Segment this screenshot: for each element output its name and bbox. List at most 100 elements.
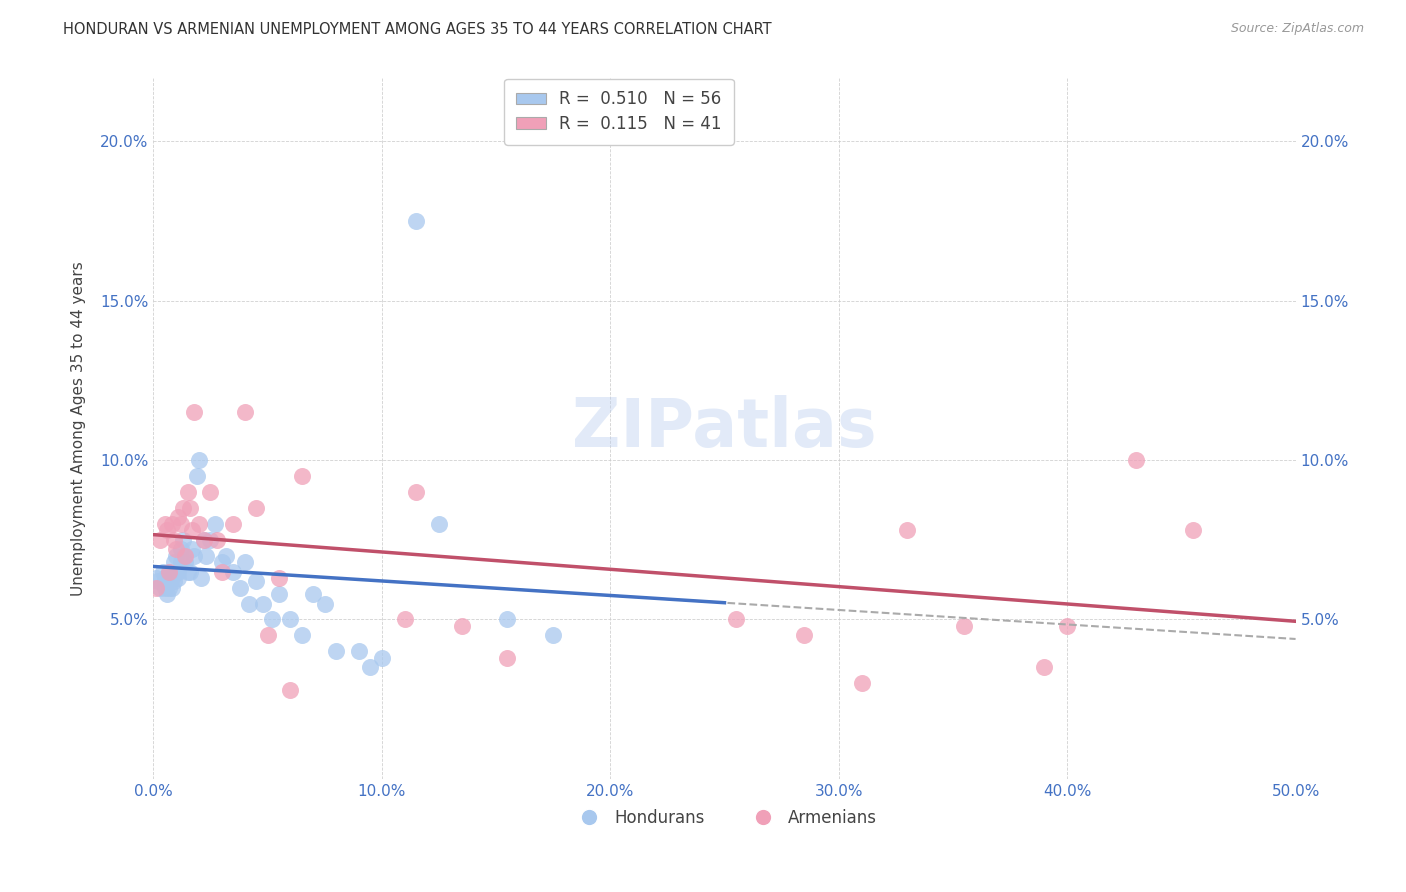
Legend: Hondurans, Armenians: Hondurans, Armenians [565, 803, 883, 834]
Point [172, 533, 194, 547]
Point [156, 574, 179, 589]
Point [153, 571, 176, 585]
Point [170, 516, 193, 531]
Point [188, 516, 211, 531]
Point [176, 565, 198, 579]
Point [157, 565, 180, 579]
Point [172, 500, 194, 515]
Point [1181, 523, 1204, 537]
Point [229, 581, 252, 595]
Point [186, 469, 208, 483]
Point [153, 516, 176, 531]
Point [157, 565, 180, 579]
Point [427, 516, 450, 531]
Point [496, 612, 519, 626]
Point [245, 500, 267, 515]
Point [211, 555, 233, 569]
Point [146, 574, 169, 589]
Point [207, 533, 229, 547]
Y-axis label: Unemployment Among Ages 35 to 44 years: Unemployment Among Ages 35 to 44 years [72, 260, 86, 596]
Point [145, 571, 167, 585]
Point [405, 214, 427, 228]
Point [163, 555, 186, 569]
Point [157, 581, 180, 595]
Point [160, 581, 183, 595]
Point [174, 555, 197, 569]
Point [194, 549, 217, 563]
Point [302, 587, 325, 601]
Point [200, 485, 222, 500]
Point [896, 523, 918, 537]
Point [179, 565, 201, 579]
Point [204, 516, 226, 531]
Point [953, 619, 976, 633]
Point [167, 565, 190, 579]
Point [163, 574, 186, 589]
Point [394, 612, 416, 626]
Point [267, 587, 290, 601]
Point [170, 555, 193, 569]
Point [1056, 619, 1078, 633]
Point [179, 500, 201, 515]
Point [145, 581, 167, 595]
Point [165, 549, 187, 563]
Point [149, 581, 172, 595]
Point [152, 565, 174, 579]
Point [238, 597, 260, 611]
Point [314, 597, 336, 611]
Point [170, 542, 193, 557]
Point [450, 619, 472, 633]
Point [256, 628, 278, 642]
Point [325, 644, 347, 658]
Point [160, 516, 183, 531]
Point [160, 571, 183, 585]
Point [245, 574, 267, 589]
Text: HONDURAN VS ARMENIAN UNEMPLOYMENT AMONG AGES 35 TO 44 YEARS CORRELATION CHART: HONDURAN VS ARMENIAN UNEMPLOYMENT AMONG … [63, 22, 772, 37]
Point [252, 597, 274, 611]
Point [172, 549, 194, 563]
Text: Source: ZipAtlas.com: Source: ZipAtlas.com [1230, 22, 1364, 36]
Point [193, 533, 215, 547]
Point [496, 650, 519, 665]
Point [267, 571, 290, 585]
Point [233, 555, 256, 569]
Point [193, 533, 215, 547]
Point [215, 549, 238, 563]
Point [200, 533, 222, 547]
Point [793, 628, 815, 642]
Point [183, 549, 205, 563]
Point [222, 516, 245, 531]
Point [181, 542, 204, 557]
Point [176, 485, 198, 500]
Point [211, 565, 233, 579]
Point [359, 660, 381, 674]
Point [181, 523, 204, 537]
Point [156, 587, 179, 601]
Point [165, 565, 187, 579]
Point [156, 523, 179, 537]
Point [1033, 660, 1056, 674]
Point [724, 612, 747, 626]
Point [405, 485, 427, 500]
Point [190, 571, 212, 585]
Point [174, 549, 197, 563]
Point [291, 469, 314, 483]
Point [153, 581, 176, 595]
Point [371, 650, 394, 665]
Point [167, 510, 190, 524]
Point [262, 612, 284, 626]
Point [165, 542, 187, 557]
Point [541, 628, 564, 642]
Point [233, 405, 256, 419]
Point [149, 533, 172, 547]
Point [1125, 453, 1147, 467]
Text: ZIPatlas: ZIPatlas [572, 395, 877, 461]
Point [851, 676, 873, 690]
Point [183, 405, 205, 419]
Point [280, 612, 302, 626]
Point [163, 533, 186, 547]
Point [291, 628, 314, 642]
Point [167, 571, 190, 585]
Point [188, 453, 211, 467]
Point [280, 682, 302, 697]
